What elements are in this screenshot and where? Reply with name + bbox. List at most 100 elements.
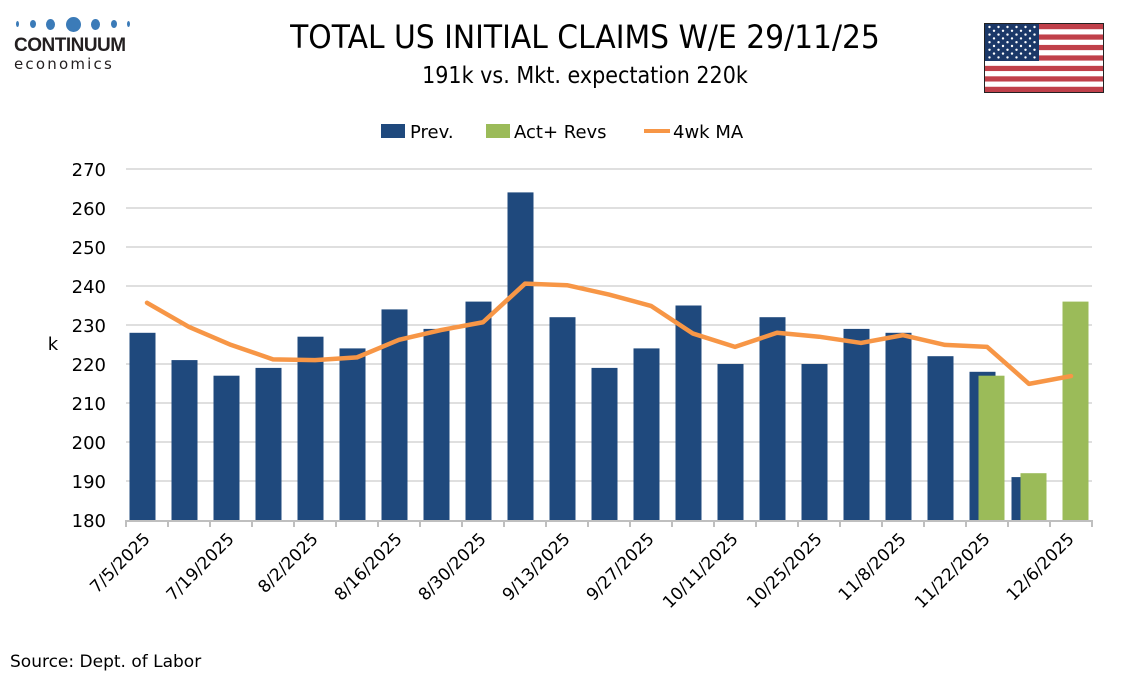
x-axis [125, 520, 1093, 527]
bar-prev [591, 367, 618, 520]
flag-star [1001, 44, 1005, 48]
logo-subtitle: economics [14, 55, 114, 73]
x-tick-label: 8/30/2025 [415, 529, 491, 605]
bar-prev [843, 328, 870, 520]
x-tick-label: 7/19/2025 [163, 529, 239, 605]
bar-act [1062, 301, 1089, 520]
series-act-bars [978, 301, 1089, 520]
y-tick-label: 260 [72, 199, 106, 220]
flag-star [1015, 41, 1018, 44]
flag-star [1015, 33, 1018, 36]
bar-prev [633, 348, 660, 520]
y-tick-label: 240 [72, 277, 106, 298]
flag-star [1015, 56, 1018, 59]
y-tick-label: 250 [72, 238, 106, 259]
legend-swatch-act [486, 124, 510, 138]
flag-star [1019, 29, 1023, 32]
x-tick-label: 11/22/2025 [911, 529, 994, 612]
flag-star [1015, 48, 1018, 51]
flag-star [997, 56, 1000, 59]
flag-stripe [985, 76, 1103, 82]
x-tick-label: 10/11/2025 [659, 529, 742, 612]
flag-star [1033, 33, 1036, 36]
y-tick-label: 210 [72, 394, 106, 415]
flag-star [1028, 29, 1032, 32]
flag-stripe [985, 65, 1103, 72]
chart-subtitle: 191k vs. Mkt. expectation 220k [422, 63, 748, 89]
y-tick-label: 190 [72, 472, 106, 493]
flag-stripe [985, 29, 1103, 35]
flag-star [988, 41, 991, 44]
x-tick-label: 9/13/2025 [499, 529, 575, 605]
logo-name: CONTINUUM [14, 35, 126, 56]
x-tick-label: 12/6/2025 [1003, 529, 1079, 605]
flag-star [1019, 37, 1023, 40]
bar-prev [885, 332, 912, 520]
bar-prev [507, 192, 534, 520]
flag-stripe [985, 50, 1103, 56]
bar-act [1020, 473, 1047, 520]
x-tick-label: 11/8/2025 [835, 529, 911, 605]
flag-star [1019, 52, 1023, 55]
source-note: Source: Dept. of Labor [10, 652, 202, 672]
x-tick-label: 10/25/2025 [743, 529, 826, 612]
flag-star [1019, 44, 1023, 48]
flag-star [992, 52, 996, 55]
flag-star [1010, 44, 1014, 48]
chart-title: TOTAL US INITIAL CLAIMS W/E 29/11/25 [290, 18, 880, 56]
flag-star [997, 48, 1000, 51]
flag-star [1033, 56, 1036, 59]
series-prev-bars [129, 192, 1038, 520]
legend-swatch-prev [381, 124, 405, 138]
legend-label-act: Act+ Revs [514, 122, 607, 143]
flag-stripe [985, 44, 1103, 51]
bar-act [978, 375, 1005, 520]
x-tick-label: 7/5/2025 [86, 529, 154, 597]
flag-stripe [985, 60, 1103, 67]
bar-prev [717, 364, 744, 520]
flag-star [1028, 44, 1032, 48]
bar-prev [801, 364, 828, 520]
bar-prev [339, 348, 366, 520]
x-tick-label: 8/16/2025 [331, 529, 407, 605]
flag-star [1033, 41, 1036, 44]
flag-star [1015, 25, 1018, 29]
bar-prev [213, 375, 240, 520]
bar-prev [927, 356, 954, 520]
flag-star [1006, 33, 1009, 36]
flag-star [1024, 41, 1027, 44]
bar-prev [171, 360, 198, 520]
flag-star [1024, 33, 1027, 36]
flag-star [1006, 48, 1009, 51]
flag-star [992, 44, 996, 48]
series-ma-line [144, 281, 1074, 387]
flag-star [997, 41, 1000, 44]
bar-prev [549, 317, 576, 520]
flag-star [1028, 37, 1032, 40]
ma-line-path [144, 281, 1074, 387]
y-tick-label: 270 [72, 160, 106, 181]
y-tick-label: 230 [72, 316, 106, 337]
bar-prev [675, 305, 702, 520]
flag-star [1024, 56, 1027, 59]
flag-star [997, 33, 1000, 36]
flag-star [1010, 52, 1014, 55]
flag-star [1033, 48, 1036, 51]
flag-star [1024, 48, 1027, 51]
flag-star [988, 33, 991, 36]
flag-star [1033, 25, 1036, 29]
flag-stripe [985, 71, 1103, 77]
flag-star [992, 29, 996, 32]
flag-star [1001, 37, 1005, 40]
flag-stripe [985, 34, 1103, 40]
bar-prev [255, 367, 282, 520]
flag-star [1006, 25, 1009, 29]
flag-stripe [985, 24, 1103, 30]
flag-star [1006, 41, 1009, 44]
bar-prev [465, 301, 492, 520]
bar-prev [297, 336, 324, 520]
legend-label-ma: 4wk MA [673, 122, 744, 143]
y-tick-label: 220 [72, 355, 106, 376]
flag-star [1006, 56, 1009, 59]
